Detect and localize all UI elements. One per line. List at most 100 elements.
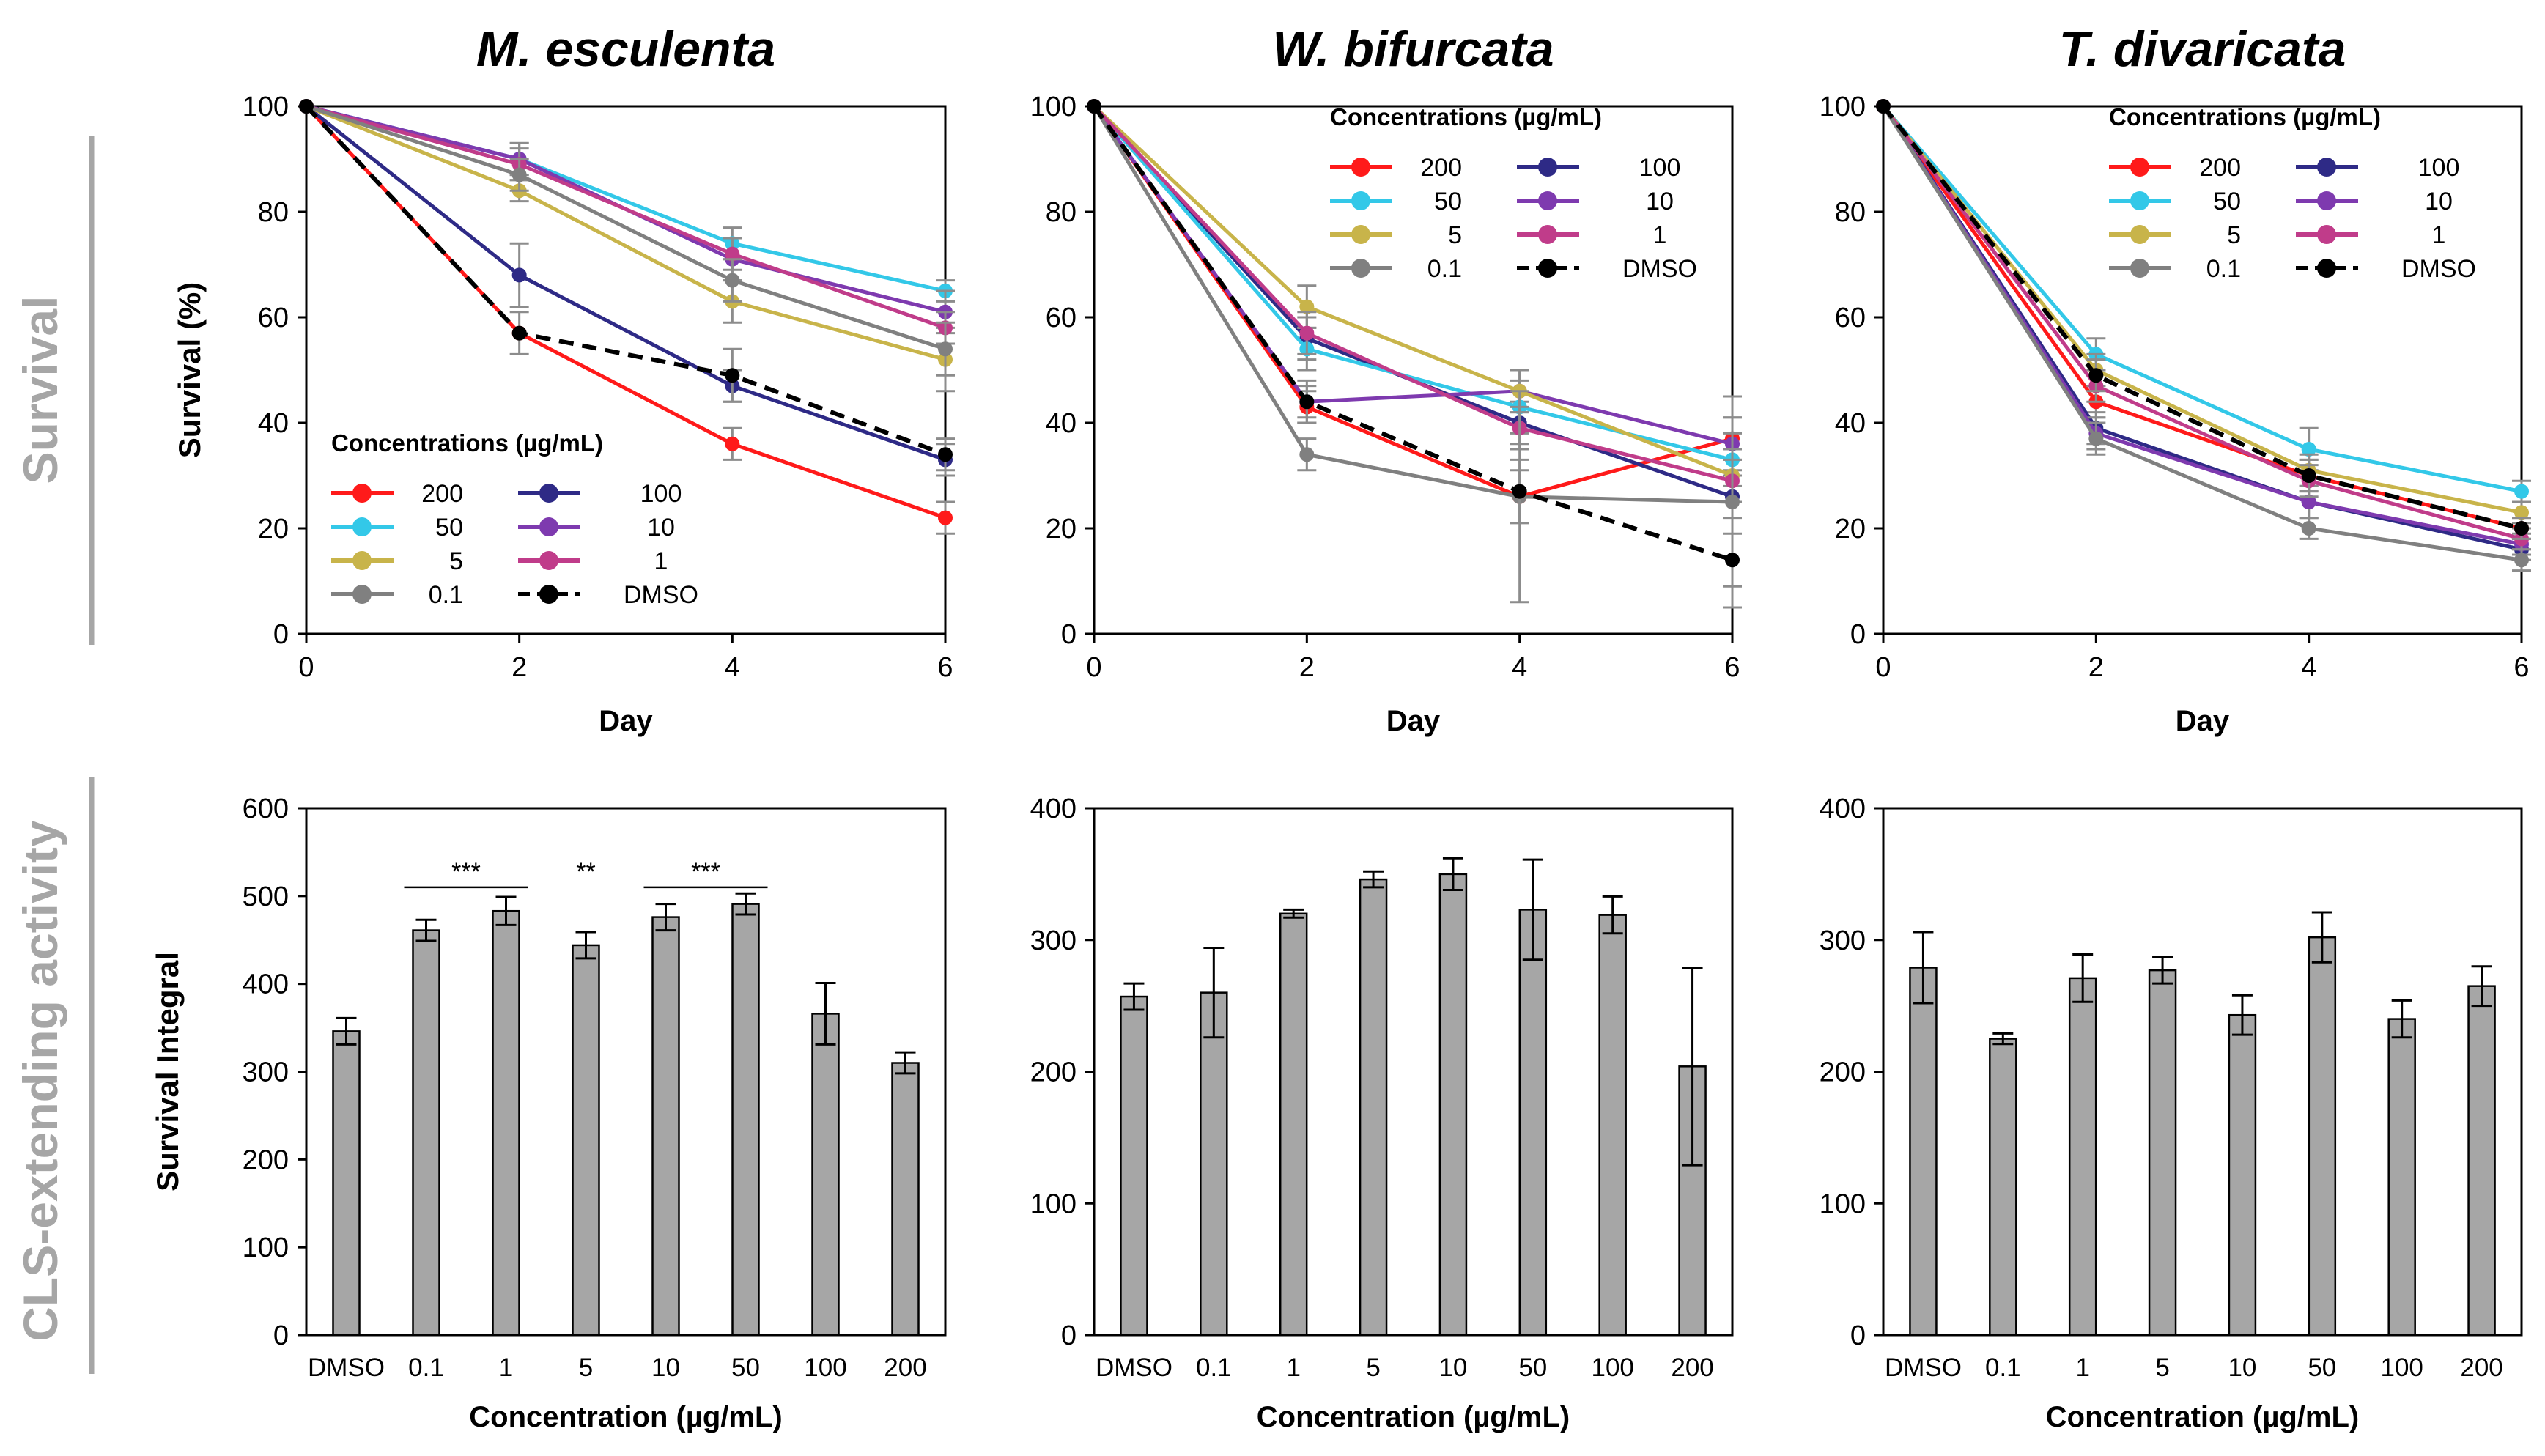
x-tick-label: DMSO: [1096, 1353, 1172, 1382]
legend-swatch-marker: [539, 551, 558, 570]
legend-entry: DMSO: [624, 581, 698, 609]
bar: [492, 909, 520, 1337]
y-axis-label: Survival Integral: [150, 952, 185, 1191]
data-point: [1725, 553, 1740, 568]
legend-entry: 5: [2227, 221, 2241, 249]
x-tick-label: 4: [2301, 652, 2316, 683]
y-tick-label: 100: [1030, 92, 1076, 122]
series-line: [305, 105, 946, 462]
y-tick-label: 0: [273, 1320, 289, 1351]
plot-frame: [1093, 807, 1734, 1337]
legend-entry: 100: [640, 480, 682, 508]
legend-swatch-marker: [2130, 259, 2149, 278]
legend-swatch-marker: [2130, 158, 2149, 177]
bar: [1598, 914, 1627, 1337]
series-line: [1882, 105, 2522, 541]
data-point: [2514, 505, 2529, 520]
series-line: [304, 104, 947, 457]
data-point: [511, 167, 527, 182]
x-tick-label: 50: [731, 1353, 760, 1382]
legend-title: Concentrations (µg/mL): [331, 429, 603, 457]
legend-swatch-marker: [2317, 191, 2336, 210]
data-point: [2088, 368, 2104, 383]
data-point: [725, 436, 740, 451]
legend-entry: 100: [2418, 154, 2460, 182]
x-tick-label: 0: [1086, 652, 1101, 683]
y-tick-label: 200: [1030, 1057, 1076, 1088]
legend-entry: 1: [1653, 221, 1667, 249]
y-tick-label: 600: [243, 794, 289, 824]
legend-entry: 1: [2432, 221, 2446, 249]
legend-entry: 200: [1420, 154, 1462, 182]
bar: [731, 903, 760, 1337]
y-tick-label: 80: [1835, 197, 1866, 228]
legend-entry: 1: [654, 547, 668, 575]
data-point: [2514, 553, 2529, 568]
x-tick-label: 200: [884, 1353, 926, 1382]
bar: [1989, 1038, 2017, 1337]
legend-swatch-marker: [352, 484, 372, 503]
data-point: [2301, 468, 2316, 483]
legend: Concentrations (µg/mL) 200 100 50 10 5 1 0.1 DMS…: [2109, 103, 2476, 283]
bar: [2467, 985, 2496, 1337]
y-tick-label: 80: [1046, 197, 1076, 228]
plot-frame: [1882, 105, 2523, 635]
series-dmso: [1876, 99, 2531, 540]
y-tick-label: 0: [1850, 619, 1866, 650]
data-point: [2301, 442, 2316, 457]
data-point: [1876, 99, 1891, 114]
data-point: [2301, 495, 2316, 509]
bar: [1909, 967, 1938, 1337]
data-point: [1725, 495, 1740, 509]
x-tick-label: 0: [1875, 652, 1891, 683]
bar: [2228, 1013, 2257, 1337]
legend-entry: 10: [1646, 188, 1674, 215]
legend-entry: 5: [1448, 221, 1462, 249]
legend-swatch-marker: [352, 517, 372, 536]
legend-swatch-marker: [1351, 191, 1370, 210]
x-axis-label: Concentration (µg/mL): [469, 1401, 782, 1433]
legend-entry: 0.1: [2206, 255, 2241, 283]
x-tick-label: 0.1: [1985, 1353, 2021, 1382]
data-point: [1299, 325, 1315, 341]
x-tick-label: 5: [579, 1353, 593, 1382]
line-chart: W. bifurcata 0 20 40 60 80 100 0 2 4 6 Day Concentra…: [1030, 21, 1742, 737]
bar: [1438, 873, 1468, 1337]
bar: [2308, 936, 2337, 1337]
y-tick-label: 100: [1820, 92, 1866, 122]
legend-entry: 5: [449, 547, 463, 575]
x-tick-label: 100: [2380, 1353, 2423, 1382]
x-tick-label: 1: [499, 1353, 513, 1382]
data-point: [725, 273, 740, 288]
bar: [891, 1062, 920, 1337]
series-line: [1093, 105, 1733, 478]
data-point: [938, 341, 953, 357]
y-tick-label: 400: [243, 969, 289, 1000]
legend-title: Concentrations (µg/mL): [2109, 103, 2381, 130]
legend-swatch-marker: [2317, 158, 2336, 177]
bar: [1200, 991, 1228, 1337]
x-axis-label: Day: [599, 705, 653, 737]
x-axis-label: Concentration (µg/mL): [1257, 1401, 1570, 1433]
bar: [2148, 969, 2177, 1337]
series-line: [1882, 105, 2522, 494]
x-axis-label: Concentration (µg/mL): [2046, 1401, 2359, 1433]
data-point: [1299, 299, 1315, 314]
legend-entry: 50: [1434, 188, 1462, 215]
bar-chart: 0 100 200 300 400 500 600 DMSO 0.1 1 5 10 50 100 200 Co…: [150, 794, 947, 1433]
data-point: [299, 99, 314, 114]
row-label-survival: Survival: [13, 296, 67, 484]
data-point: [2514, 521, 2529, 536]
series-dmso: [1087, 99, 1742, 588]
legend-title: Concentrations (µg/mL): [1330, 103, 1602, 130]
legend-swatch-marker: [2317, 259, 2336, 278]
significance-label: ***: [451, 858, 481, 886]
y-tick-label: 100: [243, 1233, 289, 1263]
x-tick-label: 10: [651, 1353, 680, 1382]
y-tick-label: 0: [1850, 1320, 1866, 1351]
bar: [1279, 912, 1308, 1337]
legend-swatch-marker: [352, 551, 372, 570]
x-tick-label: 10: [2228, 1353, 2256, 1382]
legend: Concentrations (µg/mL) 200 100 50 10 5 1 0.1 DMS…: [331, 429, 698, 609]
series-line: [1092, 105, 1733, 563]
